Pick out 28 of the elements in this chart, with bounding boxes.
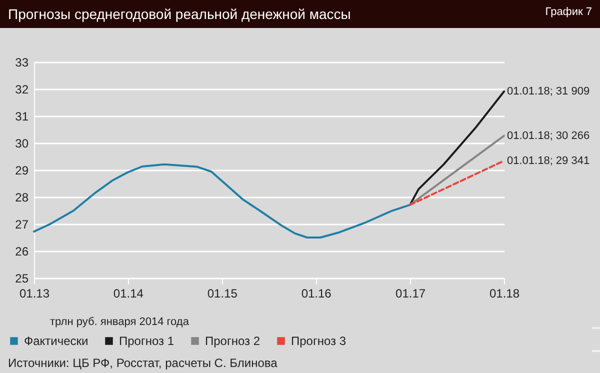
y-tick-label: 30 (15, 136, 29, 150)
chart-title: Прогнозы среднегодовой реальной денежной массы (8, 6, 351, 22)
y-tick-label: 32 (15, 82, 29, 96)
text: трлн руб. января 2014 года (50, 316, 189, 328)
annotation: 01.01.18; 30 266 (507, 130, 590, 142)
x-tick-label: 01.13 (19, 286, 50, 300)
legend-label: Прогноз 1 (119, 334, 174, 348)
legend-label: Прогноз 2 (205, 334, 260, 348)
legend-label: Прогноз 3 (291, 334, 346, 348)
y-tick-label: 29 (15, 164, 29, 178)
y-tick-label: 33 (15, 56, 29, 70)
x-tick-label: 01.16 (301, 286, 332, 300)
line-series (33, 163, 412, 238)
x-tick-label: 01.14 (113, 286, 144, 300)
x-tick-label: 01.15 (207, 286, 238, 300)
text: График 7 (545, 6, 592, 18)
text: Источники: ЦБ РФ, Росстат, расчеты С. Блинова (8, 356, 278, 370)
y-tick-label: 25 (15, 272, 29, 286)
line-series (409, 90, 505, 206)
x-tick-label: 01.18 (489, 286, 520, 300)
annotation: 01.01.18; 29 341 (507, 154, 590, 167)
y-tick-label: 26 (15, 244, 29, 258)
legend-label: Фактически (24, 334, 88, 348)
x-tick-label: 01.17 (396, 286, 426, 300)
y-tick-label: 28 (15, 190, 29, 204)
y-tick-label: 31 (15, 110, 29, 124)
y-tick-label: 27 (15, 218, 29, 232)
annotation: 01.01.18; 31 909 (507, 85, 590, 98)
